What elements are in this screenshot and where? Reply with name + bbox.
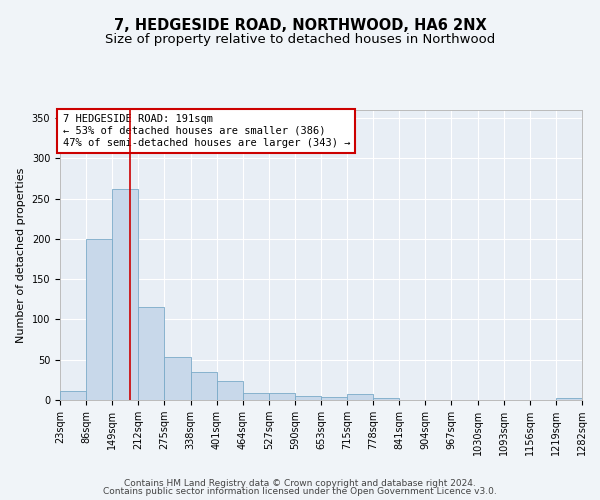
- Bar: [243, 393, 269, 400]
- Text: 7 HEDGESIDE ROAD: 191sqm
← 53% of detached houses are smaller (386)
47% of semi-: 7 HEDGESIDE ROAD: 191sqm ← 53% of detach…: [62, 114, 350, 148]
- Text: Size of property relative to detached houses in Northwood: Size of property relative to detached ho…: [105, 32, 495, 46]
- Bar: [556, 398, 582, 400]
- Text: Contains HM Land Registry data © Crown copyright and database right 2024.: Contains HM Land Registry data © Crown c…: [124, 478, 476, 488]
- Bar: [347, 394, 373, 400]
- Y-axis label: Number of detached properties: Number of detached properties: [16, 168, 26, 342]
- Bar: [164, 358, 191, 400]
- Bar: [295, 396, 321, 400]
- Bar: [139, 306, 164, 400]
- Bar: [217, 382, 243, 400]
- Bar: [60, 391, 86, 400]
- Bar: [86, 239, 112, 400]
- Bar: [373, 398, 399, 400]
- Bar: [269, 393, 295, 400]
- Bar: [112, 189, 139, 400]
- Text: Contains public sector information licensed under the Open Government Licence v3: Contains public sector information licen…: [103, 487, 497, 496]
- Bar: [191, 372, 217, 400]
- Text: 7, HEDGESIDE ROAD, NORTHWOOD, HA6 2NX: 7, HEDGESIDE ROAD, NORTHWOOD, HA6 2NX: [113, 18, 487, 32]
- Bar: [321, 397, 347, 400]
